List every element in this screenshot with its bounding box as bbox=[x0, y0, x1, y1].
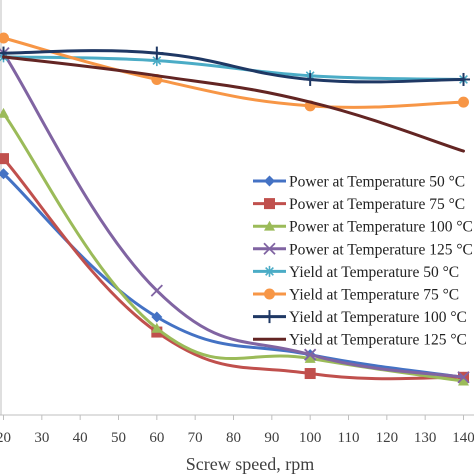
series-line bbox=[2, 157, 465, 381]
legend-marker bbox=[263, 310, 276, 324]
legend-marker bbox=[264, 175, 275, 187]
legend-label: Power at Temperature 125 °C bbox=[289, 241, 473, 258]
data-point bbox=[457, 72, 470, 86]
data-point bbox=[304, 352, 316, 363]
legend-marker bbox=[264, 265, 275, 277]
legend-item: Power at Temperature 100 °C bbox=[253, 219, 473, 236]
data-point bbox=[458, 375, 469, 386]
x-tick-label: 140 bbox=[452, 430, 474, 446]
data-point bbox=[457, 371, 470, 384]
legend-marker bbox=[263, 242, 276, 255]
legend-label: Yield at Temperature 100 °C bbox=[289, 309, 467, 326]
data-point bbox=[0, 168, 9, 180]
x-tick-label: 90 bbox=[264, 430, 279, 446]
series-7 bbox=[0, 46, 470, 86]
legend-item: Yield at Temperature 75 °C bbox=[253, 287, 459, 304]
legend-label: Yield at Temperature 125 °C bbox=[289, 332, 467, 349]
x-tick-label: 20 bbox=[0, 430, 11, 446]
series-line bbox=[2, 55, 465, 153]
legend: Power at Temperature 50 °C Power at Tempe… bbox=[253, 174, 473, 349]
data-point bbox=[150, 284, 163, 297]
x-axis-label: Screw speed, rpm bbox=[186, 454, 314, 474]
series-8 bbox=[2, 55, 465, 153]
x-tick-label: 60 bbox=[149, 430, 164, 446]
series-line bbox=[2, 51, 465, 379]
legend-marker bbox=[264, 288, 275, 300]
data-point bbox=[304, 348, 317, 361]
series-line bbox=[2, 49, 465, 84]
series-6 bbox=[0, 32, 469, 112]
series-line bbox=[2, 36, 465, 109]
data-point bbox=[0, 32, 9, 44]
data-point bbox=[304, 368, 316, 380]
data-point bbox=[458, 96, 469, 108]
data-point bbox=[0, 107, 9, 118]
data-point bbox=[151, 322, 163, 333]
legend-item: Yield at Temperature 125 °C bbox=[253, 332, 467, 349]
axes: 20 30 40 50 60 70 80 90 100 110 120 130 140 bbox=[0, 0, 474, 446]
legend-marker bbox=[264, 220, 275, 231]
series-line bbox=[2, 55, 465, 81]
plot-area bbox=[0, 32, 470, 386]
x-tick-label: 110 bbox=[338, 430, 360, 446]
legend-item: Yield at Temperature 50 °C bbox=[253, 264, 459, 281]
x-tick-label: 80 bbox=[226, 430, 241, 446]
data-point bbox=[151, 311, 163, 323]
legend-item: Yield at Temperature 100 °C bbox=[253, 309, 467, 326]
data-point bbox=[303, 72, 317, 86]
legend-label: Yield at Temperature 50 °C bbox=[289, 264, 459, 281]
x-tick-label: 50 bbox=[111, 430, 126, 446]
x-tick-label: 100 bbox=[299, 430, 322, 446]
data-point bbox=[150, 46, 164, 60]
x-tick-label: 30 bbox=[34, 430, 49, 446]
x-tick-label: 70 bbox=[188, 430, 203, 446]
legend-label: Power at Temperature 50 °C bbox=[289, 174, 465, 191]
legend-marker bbox=[264, 198, 275, 210]
data-point bbox=[0, 153, 9, 165]
x-tick-label: 130 bbox=[414, 430, 437, 446]
x-tick-label: 40 bbox=[73, 430, 88, 446]
legend-item: Power at Temperature 50 °C bbox=[253, 174, 465, 191]
legend-item: Power at Temperature 75 °C bbox=[253, 196, 465, 213]
legend-item: Power at Temperature 125 °C bbox=[253, 241, 473, 258]
series-4 bbox=[0, 46, 470, 384]
x-tick-label: 120 bbox=[376, 430, 399, 446]
legend-label: Power at Temperature 75 °C bbox=[289, 196, 465, 213]
legend-label: Power at Temperature 100 °C bbox=[289, 219, 473, 236]
legend-label: Yield at Temperature 75 °C bbox=[289, 287, 459, 304]
